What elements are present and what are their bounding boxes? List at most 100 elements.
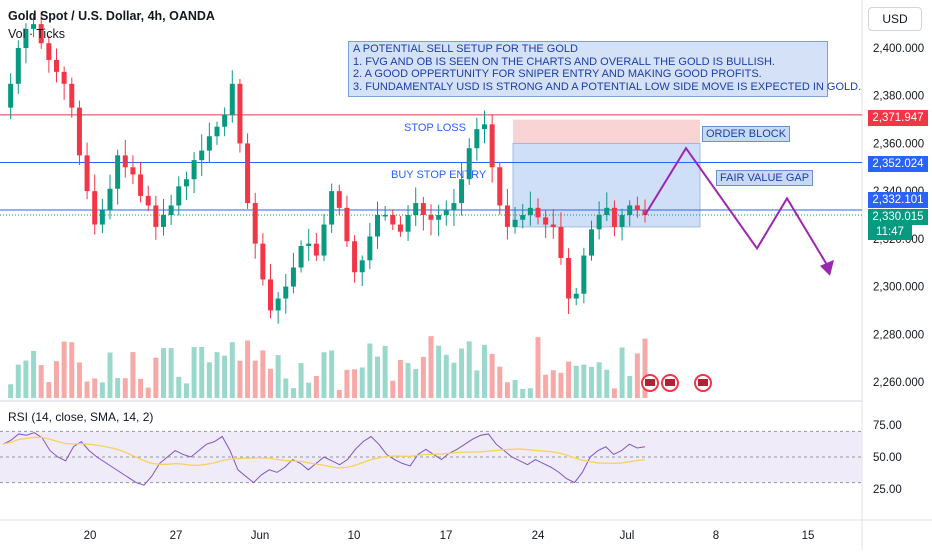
candle-body [627, 205, 633, 215]
candle-body [482, 124, 487, 130]
candle-body [573, 293, 579, 299]
volume-bar [214, 352, 220, 398]
volume-bar [451, 362, 457, 398]
volume-bar [359, 367, 365, 398]
candle-body [543, 217, 549, 225]
volume-bar [344, 369, 350, 398]
candle-body [206, 136, 212, 151]
volume-bar [290, 388, 296, 398]
candle-body [443, 210, 449, 215]
volume-bar [92, 378, 98, 398]
volume-bar [245, 340, 251, 398]
candle-body [359, 260, 365, 273]
candle-body [596, 215, 602, 230]
price-tick-label: 2,300.000 [873, 282, 924, 294]
candle-body [397, 224, 403, 232]
stop-loss-label[interactable]: STOP LOSS [404, 122, 466, 134]
volume-bar [566, 361, 572, 398]
price-tick-label: 2,380.000 [873, 91, 924, 103]
fair-value-gap-label[interactable]: FAIR VALUE GAP [716, 170, 814, 186]
buy-stop-entry-label[interactable]: BUY STOP ENTRY [391, 169, 487, 181]
candle-body [352, 241, 358, 273]
candle-body [558, 226, 564, 258]
currency-selector[interactable]: USD [868, 7, 922, 31]
candle-body [214, 126, 220, 137]
us-flag-icon [698, 379, 708, 386]
candle-body [252, 203, 258, 244]
candle-body [313, 243, 319, 256]
volume-bar [397, 359, 403, 398]
volume-bar [206, 362, 212, 398]
volume-bar [596, 362, 602, 398]
candle-body [367, 236, 373, 261]
volume-bar [46, 382, 52, 398]
volume-bar [176, 376, 182, 398]
volume-bar [222, 355, 228, 398]
symbol-title[interactable]: Gold Spot / U.S. Dollar, 4h, OANDA [8, 9, 215, 23]
rsi-line [2, 432, 646, 486]
volume-bar [336, 389, 342, 398]
volume-bar [611, 388, 617, 398]
candle-body [8, 83, 14, 108]
last-price-tag: 2,330.015 [868, 209, 928, 225]
volume-bar [466, 341, 472, 398]
volume-bar [520, 388, 526, 398]
volume-bar [504, 382, 510, 398]
candle-body [115, 155, 121, 189]
volume-bar [482, 344, 487, 398]
candle-body [512, 219, 518, 227]
candle-body [306, 243, 312, 247]
candle-body [191, 160, 197, 180]
volume-bar [321, 352, 327, 398]
candle-body [298, 246, 304, 268]
volume-bar [558, 372, 564, 398]
candle-body [275, 298, 281, 311]
volume-bar [54, 361, 59, 398]
volume-bar [122, 378, 128, 398]
volume-bar [306, 382, 312, 398]
rsi-ma-line [2, 436, 646, 469]
volume-bar [428, 336, 434, 398]
time-axis-label: 27 [170, 530, 183, 542]
candle-body [99, 210, 105, 225]
rsi-tick-label: 25.00 [873, 484, 902, 496]
volume-bar [352, 369, 358, 398]
candle-body [420, 203, 426, 215]
candle-body [122, 155, 128, 168]
candle-body [245, 143, 251, 204]
candle-body [619, 215, 625, 227]
candle-body [497, 167, 503, 206]
volume-bar [252, 360, 258, 398]
time-axis-label: 15 [802, 530, 815, 542]
time-axis-label: Jul [620, 530, 635, 542]
candle-body [390, 215, 396, 225]
rsi-indicator-label[interactable]: RSI (14, close, SMA, 14, 2) [8, 410, 154, 424]
volume-bar [275, 355, 281, 398]
setup-note-line: 3. FUNDAMENTALY USD IS STRONG AND A POTE… [353, 80, 862, 93]
setup-note-box[interactable]: A POTENTIAL SELL SETUP FOR THE GOLD 1. F… [348, 41, 862, 97]
candle-body [451, 203, 457, 211]
volume-bar [76, 362, 82, 398]
order-block-label[interactable]: ORDER BLOCK [702, 126, 791, 142]
prev-close-price-tag: 2,332.101 [868, 192, 928, 208]
setup-note-line: 1. FVG AND OB IS SEEN ON THE CHARTS AND … [353, 55, 775, 68]
volume-bar [199, 346, 205, 398]
candle-body [31, 24, 37, 29]
projection-arrowhead [820, 259, 834, 276]
candle-body [581, 255, 587, 294]
volume-indicator-label[interactable]: Vol · Ticks [8, 27, 65, 41]
setup-note-line: A POTENTIAL SELL SETUP FOR THE GOLD [353, 43, 578, 55]
candle-body [130, 167, 136, 175]
volume-bar [329, 350, 335, 398]
entry-price-tag: 2,352.024 [868, 156, 928, 172]
candle-body [260, 243, 266, 280]
price-tick-label: 2,400.000 [873, 43, 924, 55]
candle-body [642, 210, 648, 215]
candle-body [604, 207, 610, 215]
volume-bar [145, 387, 151, 398]
candle-body [183, 179, 189, 187]
volume-bar [459, 348, 465, 398]
rsi-tick-label: 75.00 [873, 420, 902, 432]
